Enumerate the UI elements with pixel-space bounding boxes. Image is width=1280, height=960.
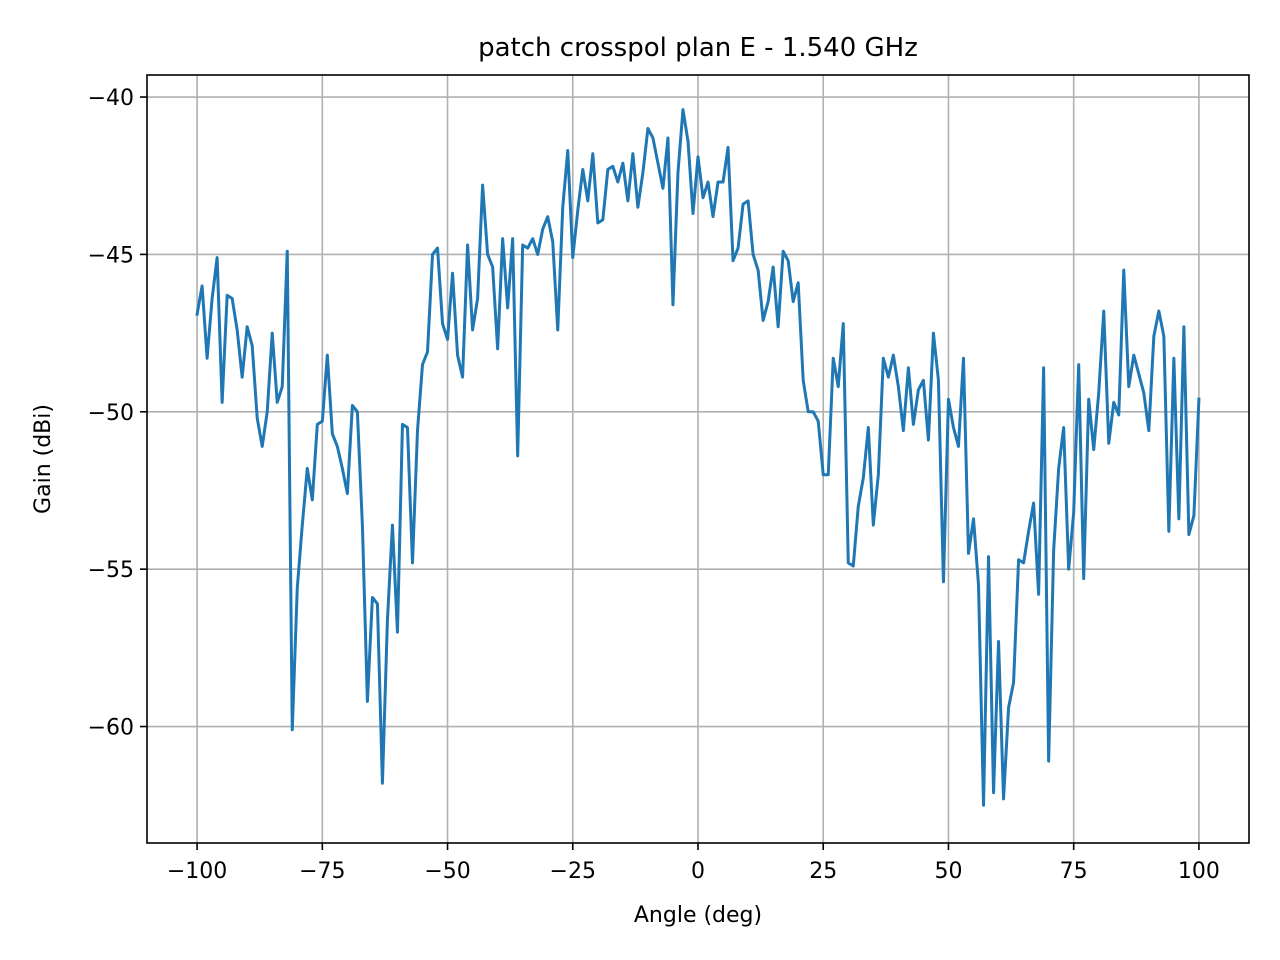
series-line-0: [195, 108, 1201, 807]
y-tick-label: −40: [88, 86, 134, 111]
x-tick-label: 75: [1060, 859, 1088, 884]
chart-title: patch crosspol plan E - 1.540 GHz: [478, 33, 918, 63]
y-tick-label: −55: [88, 558, 134, 583]
x-tick-label: −25: [550, 859, 596, 884]
grid-lines: [147, 75, 1249, 843]
y-tick-label: −50: [88, 401, 134, 426]
x-tick-label: 100: [1178, 859, 1220, 884]
series-layer: [195, 108, 1201, 807]
x-tick-label: −100: [167, 859, 227, 884]
x-tick-label: 50: [934, 859, 962, 884]
axis-ticks: −100 −75 −50 −25 0 25 50 75 100 −40 −45 −50 −55 −60: [88, 86, 1220, 884]
x-tick-label: −75: [299, 859, 345, 884]
y-axis-label: Gain (dBi): [31, 404, 56, 514]
x-tick-label: 0: [691, 859, 705, 884]
y-tick-label: −60: [88, 716, 134, 741]
x-axis-label: Angle (deg): [634, 903, 762, 928]
x-tick-label: −50: [424, 859, 470, 884]
x-tick-label: 25: [809, 859, 837, 884]
y-tick-label: −45: [88, 243, 134, 268]
